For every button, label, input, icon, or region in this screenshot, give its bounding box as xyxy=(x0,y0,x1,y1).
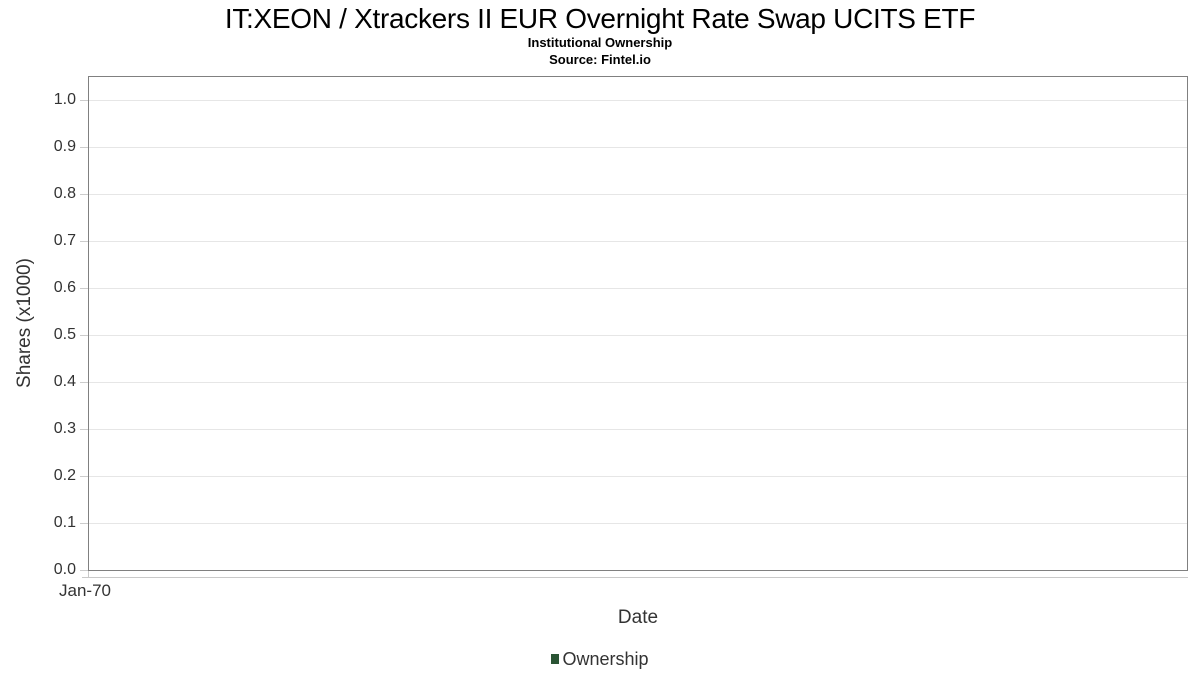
y-axis-tick xyxy=(80,194,88,195)
legend-item-ownership[interactable]: Ownership xyxy=(0,647,1200,671)
y-axis-tick xyxy=(80,241,88,242)
gridline xyxy=(89,147,1187,148)
gridline xyxy=(89,335,1187,336)
y-axis-tick-label: 0.1 xyxy=(53,514,76,531)
x-axis-tick-label: Jan-70 xyxy=(59,581,111,600)
legend-label: Ownership xyxy=(562,648,649,669)
y-axis-tick-label: 0.8 xyxy=(53,185,76,202)
y-axis-tick-label: 0.3 xyxy=(53,420,76,437)
y-axis-tick-label: 0.6 xyxy=(53,279,76,296)
y-axis-tick-label: 0.2 xyxy=(53,467,76,484)
gridline xyxy=(89,100,1187,101)
x-axis-title: Date xyxy=(617,607,659,628)
y-axis-tick-label: 1.0 xyxy=(53,91,76,108)
y-axis-tick-label: 0.5 xyxy=(53,326,76,343)
gridline xyxy=(89,523,1187,524)
gridline xyxy=(89,429,1187,430)
plot-area xyxy=(88,76,1188,571)
gridline xyxy=(89,382,1187,383)
y-axis-tick xyxy=(80,429,88,430)
y-axis-tick xyxy=(80,147,88,148)
chart-title: IT:XEON / Xtrackers II EUR Overnight Rat… xyxy=(224,3,976,34)
gridline xyxy=(89,194,1187,195)
y-axis-tick xyxy=(80,100,88,101)
gridline xyxy=(89,241,1187,242)
chart-subtitle: Institutional Ownership xyxy=(527,35,673,50)
y-axis-tick xyxy=(80,570,88,571)
y-axis-tick-label: 0.0 xyxy=(53,561,76,578)
gridline xyxy=(89,288,1187,289)
legend-marker-icon xyxy=(551,654,560,664)
x-axis-tick xyxy=(88,571,89,577)
y-axis-tick xyxy=(80,288,88,289)
chart-source: Source: Fintel.io xyxy=(549,52,651,67)
y-axis-tick xyxy=(80,476,88,477)
y-axis-tick-label: 0.9 xyxy=(53,138,76,155)
y-axis-tick xyxy=(80,523,88,524)
gridline xyxy=(89,476,1187,477)
y-axis-tick-label: 0.4 xyxy=(53,373,76,390)
y-axis-tick xyxy=(80,382,88,383)
y-axis-tick xyxy=(80,335,88,336)
y-axis-tick-label: 0.7 xyxy=(53,232,76,249)
x-axis-line xyxy=(82,577,1188,578)
